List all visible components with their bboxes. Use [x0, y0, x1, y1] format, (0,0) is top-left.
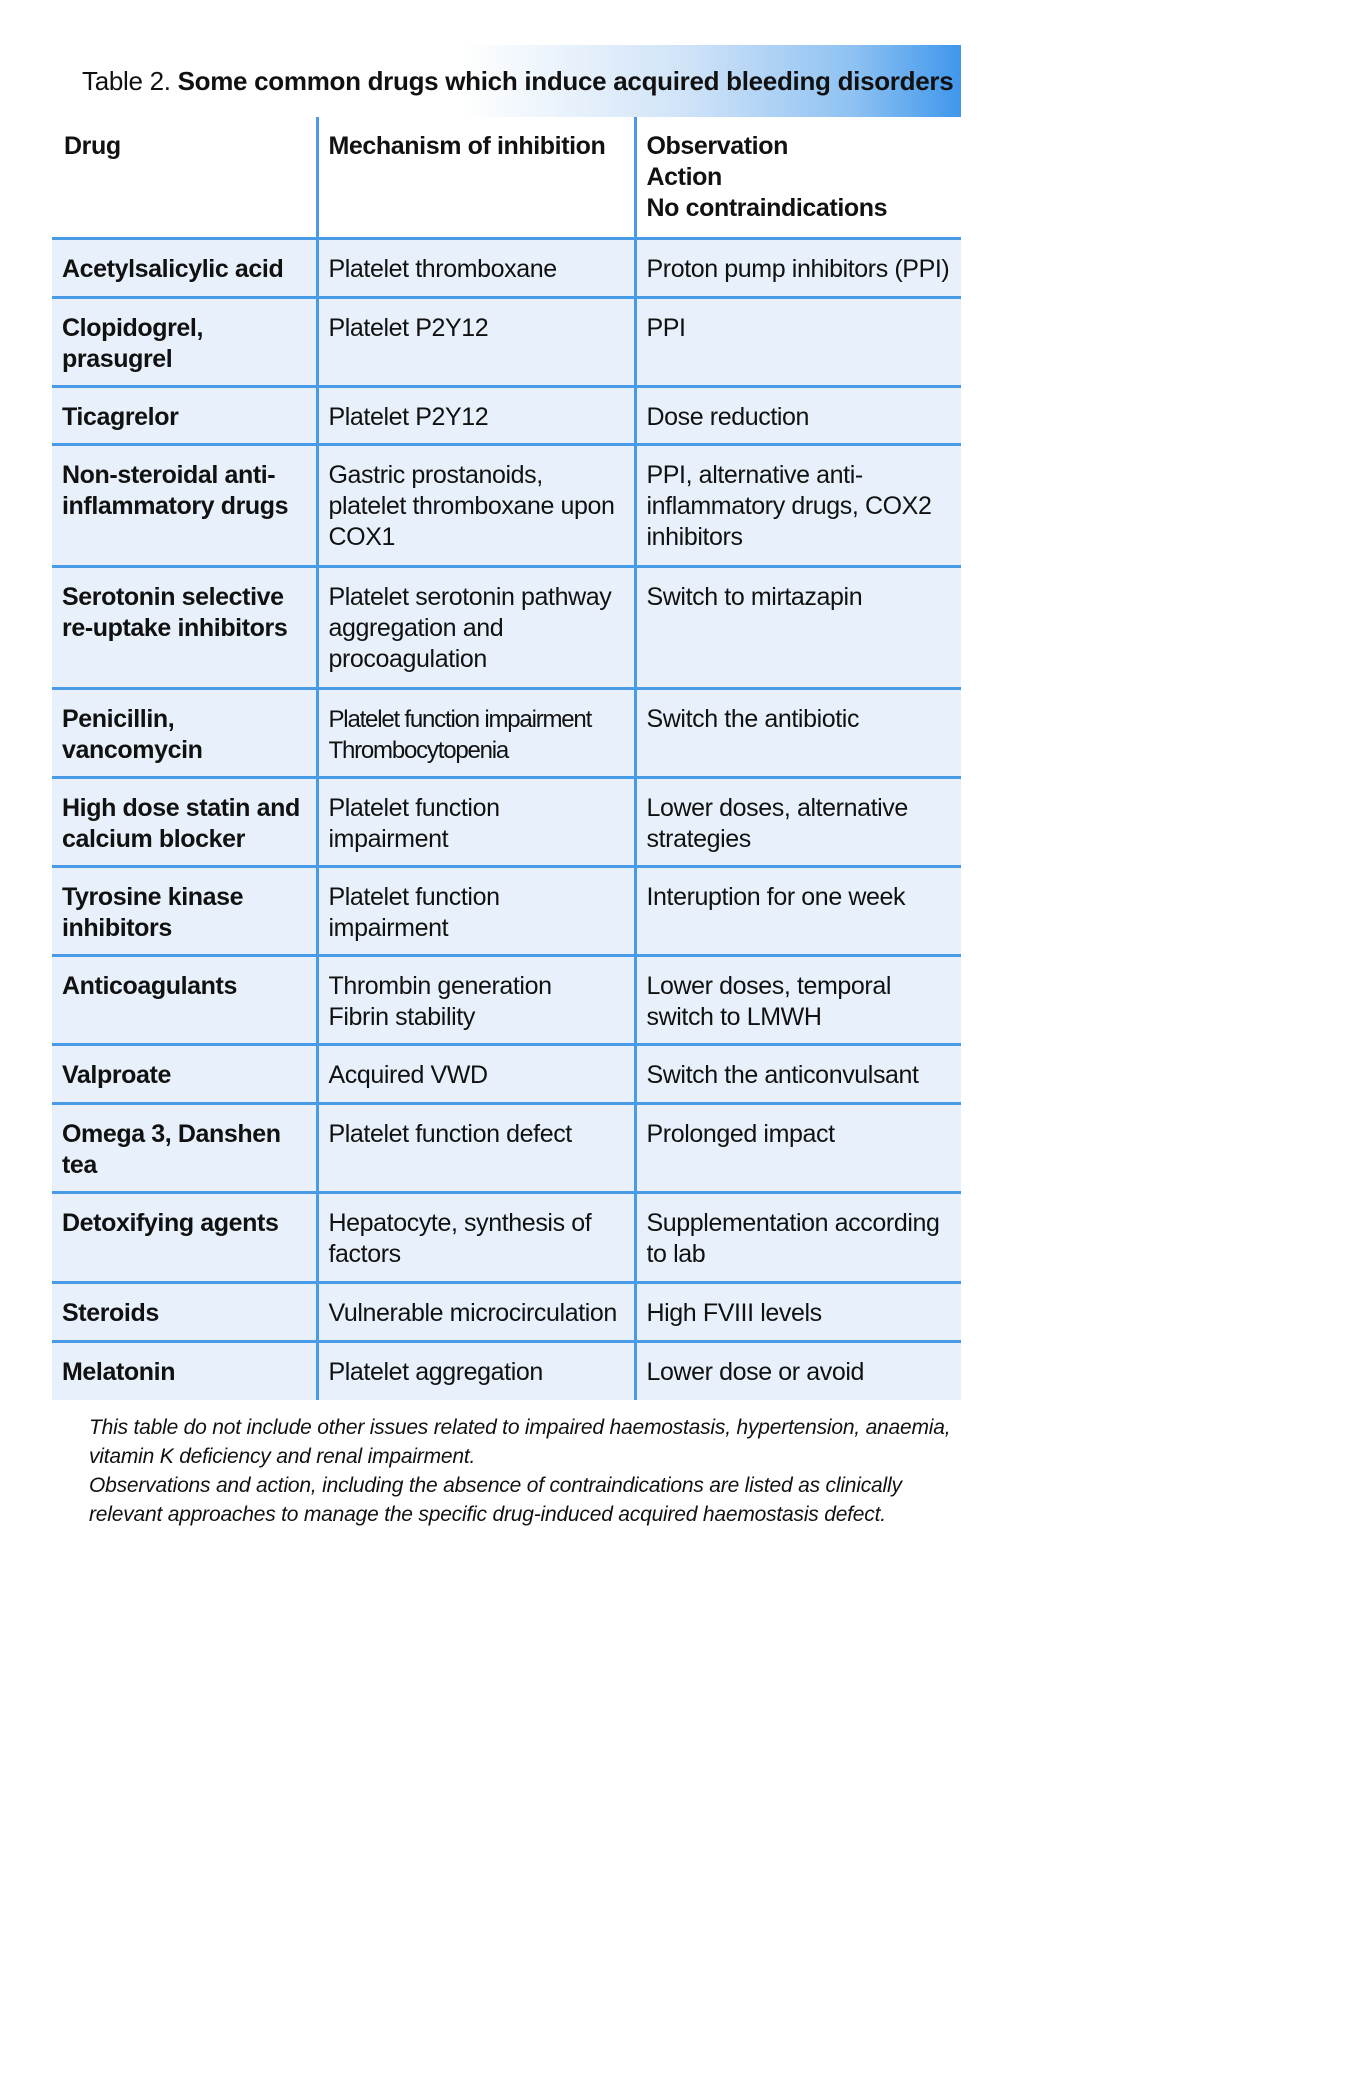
table-row: Clopidogrel, prasugrel Platelet P2Y12 PP… — [52, 297, 961, 388]
mechanism-cell: Hepatocyte, synthesis of factors — [315, 1192, 635, 1284]
table-panel: Table 2. Some common drugs which induce … — [52, 45, 961, 1400]
mechanism-line: Thrombocytopenia — [328, 736, 510, 764]
observation-cell: Proton pump inhibitors (PPI) — [633, 238, 961, 299]
mechanism-cell: Gastric prostanoids, platelet thromboxan… — [315, 444, 635, 568]
table-row: Non-steroidal anti-inflammatory drugs Ga… — [52, 444, 961, 568]
mechanism-cell: Thrombin generation Fibrin stability — [315, 955, 635, 1046]
drug-cell: Ticagrelor — [52, 386, 317, 446]
mechanism-cell: Platelet serotonin pathway aggregation a… — [315, 566, 635, 690]
table-row: Detoxifying agents Hepatocyte, synthesis… — [52, 1192, 961, 1284]
drug-cell: Melatonin — [52, 1341, 317, 1400]
mechanism-line: Platelet function impairment — [328, 705, 593, 733]
header-drug: Drug — [52, 117, 317, 240]
observation-cell: Dose reduction — [633, 386, 961, 446]
drug-cell: Non-steroidal anti-inflammatory drugs — [52, 444, 317, 568]
drug-cell: Penicillin, vancomycin — [52, 688, 317, 779]
header-mechanism: Mechanism of inhibition — [315, 117, 635, 240]
observation-cell: Supplementation according to lab — [633, 1192, 961, 1284]
drug-cell: Omega 3, Danshen tea — [52, 1103, 317, 1194]
table-caption: Some common drugs which induce acquired … — [177, 65, 954, 96]
table-row: Serotonin selective re-uptake inhibitors… — [52, 566, 961, 690]
header-observation: Observation Action No contraindications — [633, 117, 961, 240]
header-no-contraindications-line: No contraindications — [646, 194, 888, 222]
mechanism-cell: Platelet function impairment — [315, 866, 635, 957]
table-row: Valproate Acquired VWD Switch the antico… — [52, 1044, 961, 1105]
table-row: High dose statin and calcium blocker Pla… — [52, 777, 961, 868]
drug-cell: High dose statin and calcium blocker — [52, 777, 317, 868]
drug-cell: Valproate — [52, 1044, 317, 1105]
table-row: Anticoagulants Thrombin generation Fibri… — [52, 955, 961, 1046]
header-observation-line: Observation — [646, 132, 789, 160]
drug-cell: Serotonin selective re-uptake inhibitors — [52, 566, 317, 690]
mechanism-cell: Acquired VWD — [315, 1044, 635, 1105]
drug-table: Drug Mechanism of inhibition Observation… — [52, 117, 961, 1400]
table-row: Ticagrelor Platelet P2Y12 Dose reduction — [52, 386, 961, 446]
table-row: Omega 3, Danshen tea Platelet function d… — [52, 1103, 961, 1194]
observation-cell: Lower doses, temporal switch to LMWH — [633, 955, 961, 1046]
drug-cell: Tyrosine kinase inhibitors — [52, 866, 317, 957]
table-number: Table 2. — [82, 65, 171, 96]
table-row: Acetylsalicylic acid Platelet thromboxan… — [52, 238, 961, 299]
mechanism-cell: Platelet thromboxane — [315, 238, 635, 299]
observation-cell: Interuption for one week — [633, 866, 961, 957]
mechanism-cell: Vulnerable microcirculation — [315, 1282, 635, 1343]
drug-cell: Clopidogrel, prasugrel — [52, 297, 317, 388]
observation-cell: Lower doses, alternative strategies — [633, 777, 961, 868]
table-row: Melatonin Platelet aggregation Lower dos… — [52, 1341, 961, 1400]
mechanism-cell: Platelet P2Y12 — [315, 297, 635, 388]
observation-cell: Switch to mirtazapin — [633, 566, 961, 690]
footnote: This table do not include other issues r… — [89, 1416, 951, 1468]
mechanism-line: Thrombin generation — [328, 971, 552, 1000]
header-action-line: Action — [646, 163, 723, 191]
mechanism-cell: Platelet function impairment Thrombocyto… — [315, 688, 635, 779]
mechanism-cell: Platelet aggregation — [315, 1341, 635, 1400]
table-row: Tyrosine kinase inhibitors Platelet func… — [52, 866, 961, 957]
table-footnotes: This table do not include other issues r… — [89, 1413, 969, 1529]
table-header-row: Drug Mechanism of inhibition Observation… — [52, 117, 961, 240]
table-row: Steroids Vulnerable microcirculation Hig… — [52, 1282, 961, 1343]
observation-cell: Switch the antibiotic — [633, 688, 961, 779]
mechanism-cell: Platelet function defect — [315, 1103, 635, 1194]
observation-cell: Prolonged impact — [633, 1103, 961, 1194]
observation-cell: Switch the anticonvulsant — [633, 1044, 961, 1105]
footnote: Observations and action, including the a… — [89, 1474, 902, 1526]
mechanism-line: Fibrin stability — [328, 1002, 476, 1031]
drug-cell: Anticoagulants — [52, 955, 317, 1046]
drug-cell: Acetylsalicylic acid — [52, 238, 317, 299]
table-row: Penicillin, vancomycin Platelet function… — [52, 688, 961, 779]
observation-cell: Lower dose or avoid — [633, 1341, 961, 1400]
mechanism-cell: Platelet P2Y12 — [315, 386, 635, 446]
drug-cell: Steroids — [52, 1282, 317, 1343]
observation-cell: PPI — [633, 297, 961, 388]
table-title: Table 2. Some common drugs which induce … — [52, 45, 961, 117]
mechanism-cell: Platelet function impairment — [315, 777, 635, 868]
observation-cell: High FVIII levels — [633, 1282, 961, 1343]
drug-cell: Detoxifying agents — [52, 1192, 317, 1284]
observation-cell: PPI, alternative anti-inflammatory drugs… — [633, 444, 961, 568]
